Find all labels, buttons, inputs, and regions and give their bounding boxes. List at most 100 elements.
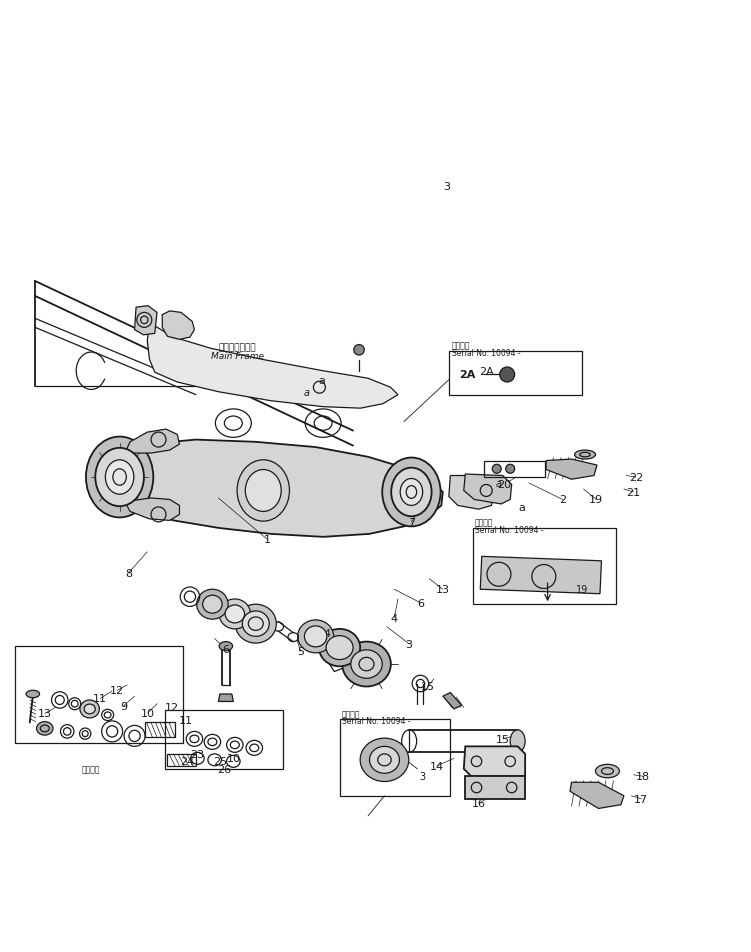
Text: 7: 7 xyxy=(408,517,415,527)
Text: 10: 10 xyxy=(226,754,240,764)
Ellipse shape xyxy=(219,600,251,629)
Circle shape xyxy=(505,465,514,474)
Ellipse shape xyxy=(84,704,95,714)
Text: a: a xyxy=(518,503,525,512)
Text: 3: 3 xyxy=(419,771,425,782)
Ellipse shape xyxy=(237,461,289,522)
Polygon shape xyxy=(125,429,179,453)
Text: 6: 6 xyxy=(222,645,229,654)
Ellipse shape xyxy=(37,722,53,735)
Text: 適用号機: 適用号機 xyxy=(82,764,101,773)
Polygon shape xyxy=(134,307,157,335)
Polygon shape xyxy=(449,476,493,509)
Ellipse shape xyxy=(105,461,134,495)
Bar xyxy=(145,723,175,738)
Ellipse shape xyxy=(382,458,441,526)
Ellipse shape xyxy=(225,605,245,624)
Text: 18: 18 xyxy=(636,771,650,782)
Text: 13: 13 xyxy=(436,585,450,595)
Text: 26: 26 xyxy=(217,764,231,774)
Ellipse shape xyxy=(203,596,222,613)
Ellipse shape xyxy=(369,746,400,773)
Text: 15: 15 xyxy=(421,682,435,692)
Ellipse shape xyxy=(219,642,233,651)
Text: 3: 3 xyxy=(406,639,412,649)
Bar xyxy=(164,711,282,769)
Ellipse shape xyxy=(391,468,432,517)
Ellipse shape xyxy=(304,626,327,647)
Text: Main Frame: Main Frame xyxy=(210,352,264,361)
Polygon shape xyxy=(443,693,462,709)
Text: 6: 6 xyxy=(417,598,424,608)
Text: a: a xyxy=(495,479,501,488)
Bar xyxy=(449,352,582,395)
Ellipse shape xyxy=(360,739,409,782)
Text: 2: 2 xyxy=(559,495,566,505)
Bar xyxy=(473,528,617,605)
Ellipse shape xyxy=(235,605,276,644)
Ellipse shape xyxy=(243,611,270,637)
Ellipse shape xyxy=(351,650,382,679)
Ellipse shape xyxy=(342,642,391,686)
Bar xyxy=(484,461,545,478)
Text: 13: 13 xyxy=(38,708,52,719)
Text: 11: 11 xyxy=(93,694,107,704)
Bar xyxy=(167,754,196,766)
Text: 10: 10 xyxy=(141,708,155,718)
Polygon shape xyxy=(162,311,195,340)
Text: 2A: 2A xyxy=(479,367,493,376)
Text: 16: 16 xyxy=(472,799,486,808)
Text: 11: 11 xyxy=(179,715,193,725)
Text: Serial No. 10094 -: Serial No. 10094 - xyxy=(342,717,411,725)
Text: 2A: 2A xyxy=(460,370,475,380)
Polygon shape xyxy=(125,499,179,521)
Text: a: a xyxy=(318,375,325,386)
Text: 17: 17 xyxy=(634,794,648,803)
Text: 適用号機: 適用号機 xyxy=(475,518,493,526)
Ellipse shape xyxy=(400,479,423,506)
Ellipse shape xyxy=(80,701,99,718)
Ellipse shape xyxy=(197,589,228,620)
Polygon shape xyxy=(122,440,443,537)
Text: 9: 9 xyxy=(120,702,127,711)
Text: 4: 4 xyxy=(323,628,330,638)
Ellipse shape xyxy=(297,621,333,653)
Text: 12: 12 xyxy=(165,703,179,713)
Ellipse shape xyxy=(319,629,360,666)
Ellipse shape xyxy=(26,690,40,698)
Text: 適用号機: 適用号機 xyxy=(452,342,470,350)
Bar xyxy=(15,646,183,744)
Text: 19: 19 xyxy=(576,585,588,595)
Polygon shape xyxy=(147,311,398,408)
Text: 14: 14 xyxy=(430,761,444,771)
Circle shape xyxy=(499,367,514,383)
Text: 5: 5 xyxy=(297,646,304,657)
Polygon shape xyxy=(466,777,525,799)
Ellipse shape xyxy=(95,448,144,506)
Ellipse shape xyxy=(246,470,281,512)
Text: 23: 23 xyxy=(190,749,204,759)
Text: 20: 20 xyxy=(497,480,511,490)
Text: 3: 3 xyxy=(443,182,450,191)
Polygon shape xyxy=(464,746,525,777)
Text: 1: 1 xyxy=(264,534,270,545)
Circle shape xyxy=(492,465,501,474)
Ellipse shape xyxy=(510,730,525,752)
Text: 4: 4 xyxy=(391,613,398,623)
Polygon shape xyxy=(570,783,624,808)
Text: a: a xyxy=(303,387,309,397)
Ellipse shape xyxy=(596,764,620,778)
Text: 21: 21 xyxy=(626,487,641,498)
Text: 24: 24 xyxy=(179,757,194,766)
Ellipse shape xyxy=(575,450,596,460)
Text: 19: 19 xyxy=(590,495,603,505)
Polygon shape xyxy=(464,474,511,505)
Polygon shape xyxy=(546,460,597,480)
Text: Serial No. 10094 -: Serial No. 10094 - xyxy=(475,526,544,534)
Text: 8: 8 xyxy=(125,568,132,578)
Text: Serial No. 10094 -: Serial No. 10094 - xyxy=(452,349,520,358)
Text: 15: 15 xyxy=(496,734,510,744)
Text: 22: 22 xyxy=(629,472,643,483)
Ellipse shape xyxy=(326,636,353,660)
Ellipse shape xyxy=(354,346,364,356)
